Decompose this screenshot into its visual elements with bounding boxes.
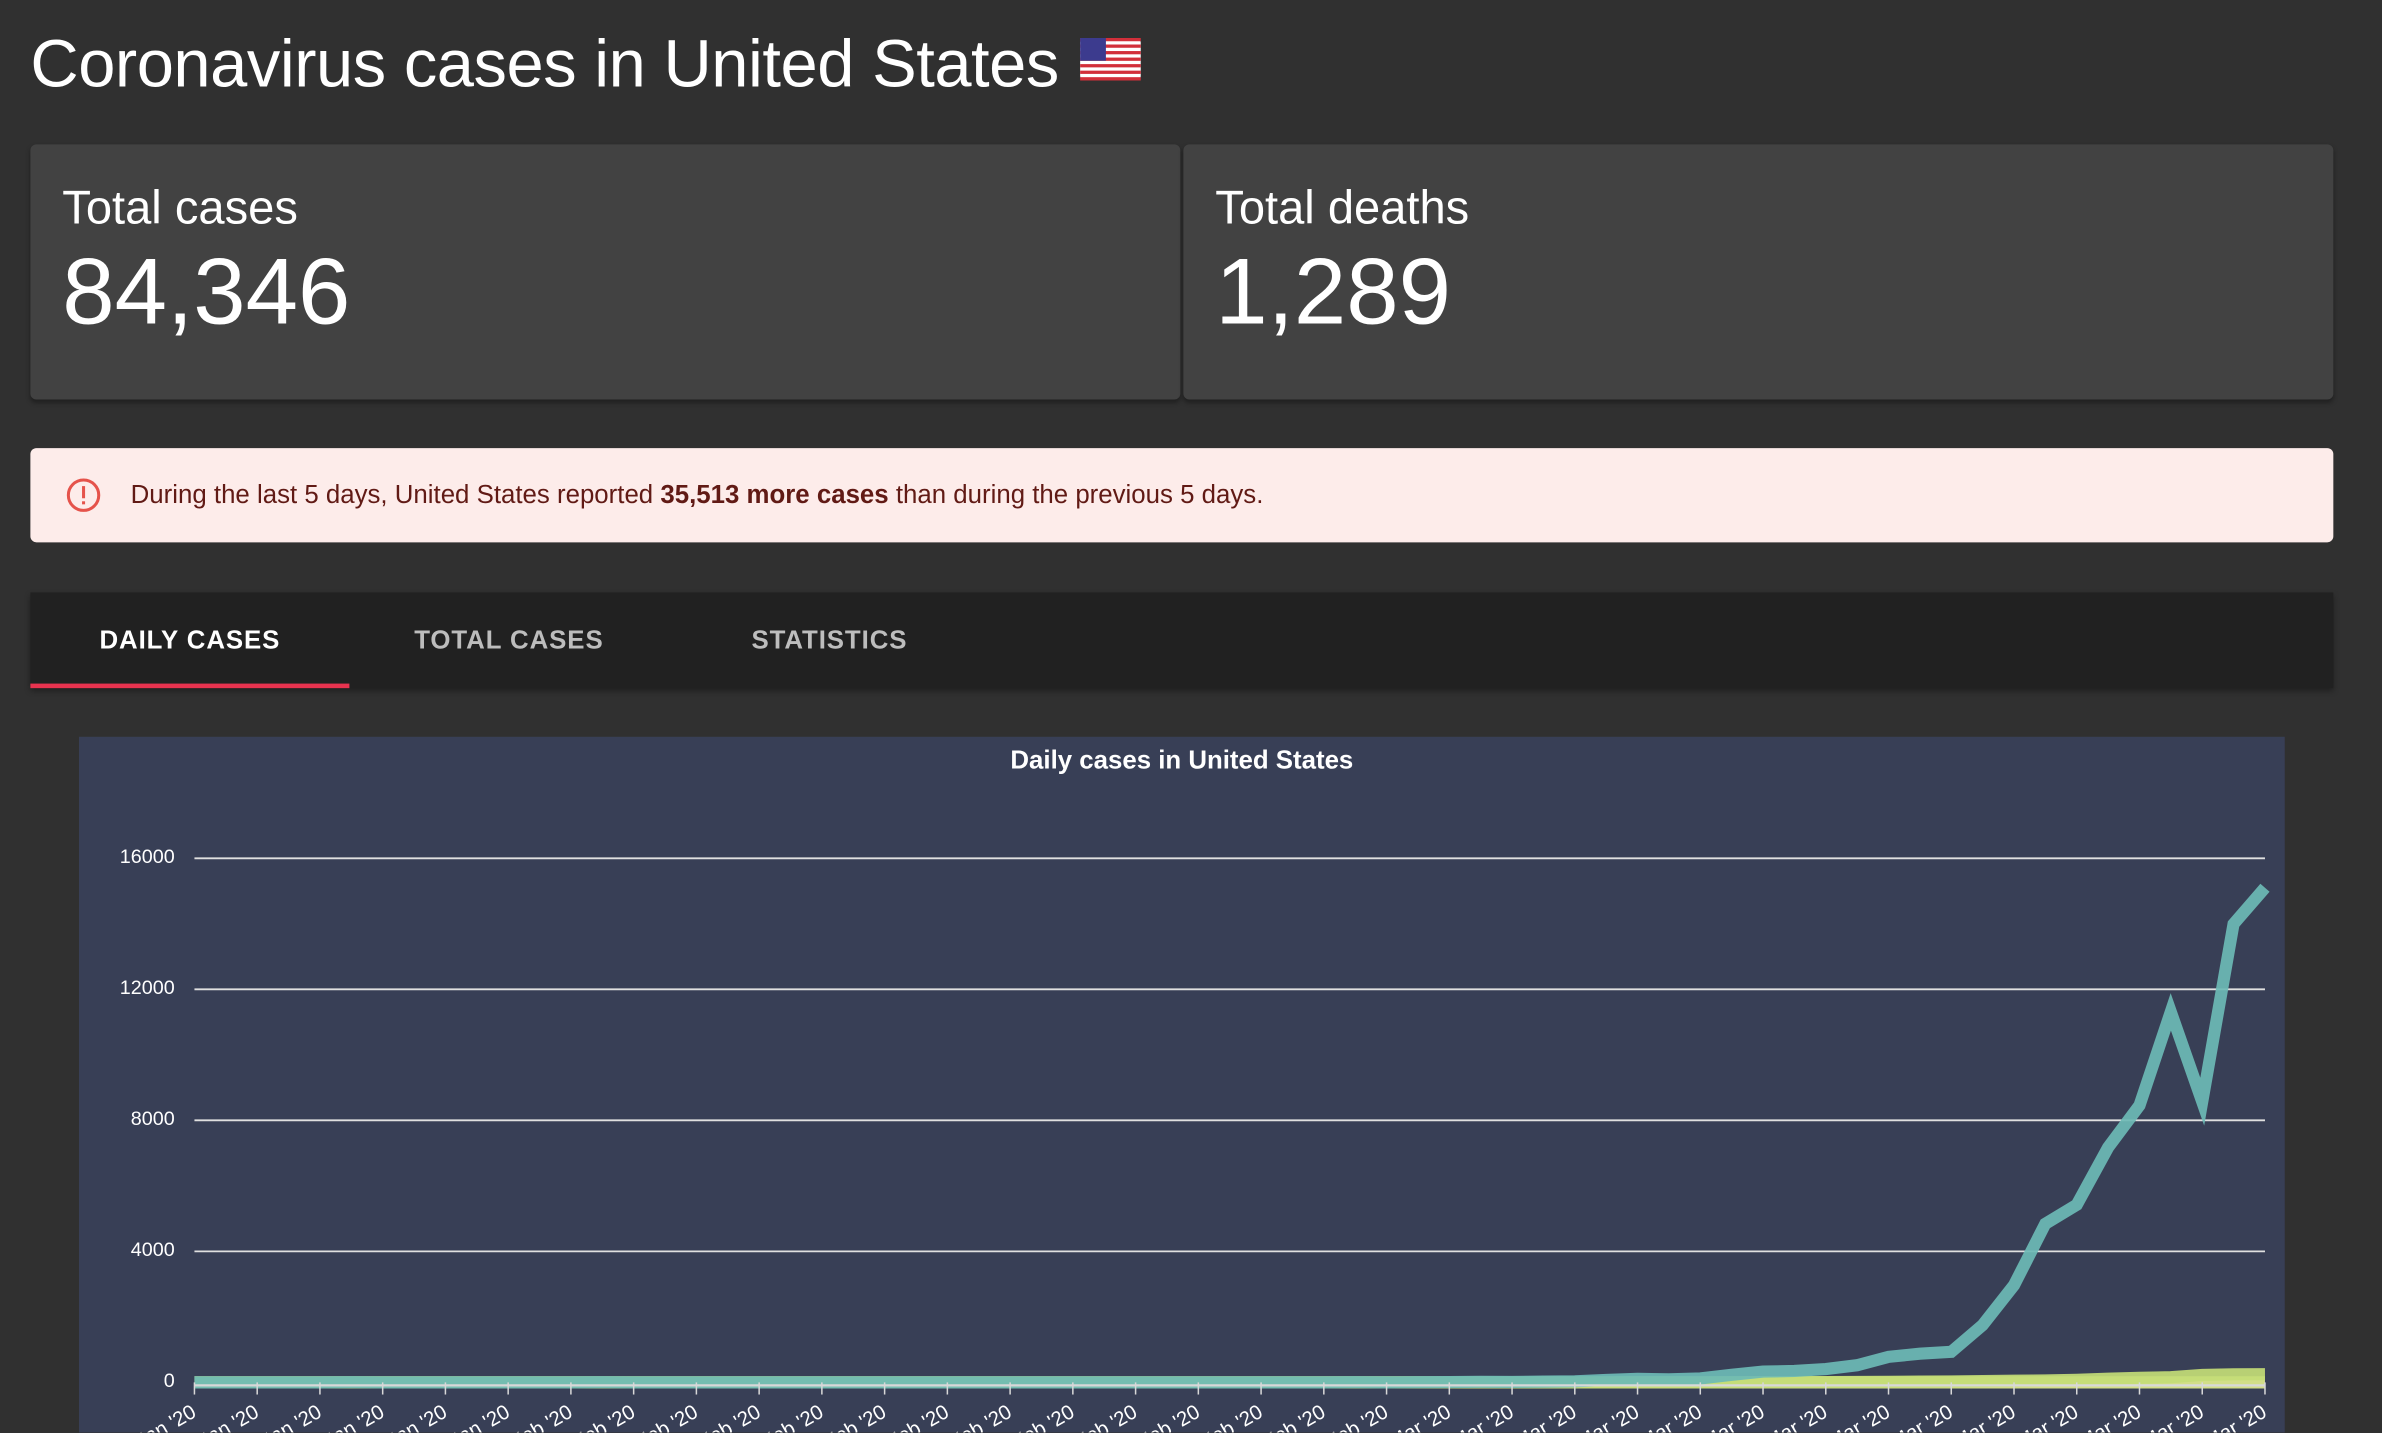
us-flag-icon	[1080, 37, 1141, 81]
x-tick-label: Feb '20	[569, 1400, 639, 1432]
x-tick-label: Mar '20	[1887, 1400, 1957, 1432]
x-tick-label: Mar '20	[1636, 1400, 1706, 1432]
x-tick-label: Feb '20	[1134, 1400, 1204, 1432]
x-tick-label: Jan '20	[257, 1400, 325, 1432]
alert-text-pre: During the last 5 days, United States re…	[130, 480, 661, 509]
alert-text-post: than during the previous 5 days.	[888, 480, 1264, 509]
x-tick-label: Feb '20	[757, 1400, 827, 1432]
total-deaths-value: 1,289	[1215, 240, 1451, 345]
x-tick-label: Jan '20	[320, 1400, 388, 1432]
daily-cases-chart: Daily cases in United States 0 4000 8000 12…	[78, 736, 2285, 1433]
x-tick-label: Jan '20	[446, 1400, 514, 1432]
total-deaths-card: Total deaths 1,289	[1183, 144, 2334, 400]
x-tick-label: Feb '20	[945, 1400, 1015, 1432]
x-tick-label: Feb '20	[1259, 1400, 1329, 1432]
tab-daily-cases[interactable]: DAILY CASES	[99, 625, 281, 655]
x-tick-label: Mar '20	[1447, 1400, 1517, 1432]
alert-banner: During the last 5 days, United States re…	[30, 448, 2334, 543]
x-tick-label: Jan '20	[383, 1400, 451, 1432]
x-tick-label: Mar '20	[2012, 1400, 2082, 1432]
y-tick-label: 0	[164, 1370, 175, 1392]
tab-total-cases[interactable]: TOTAL CASES	[414, 625, 604, 655]
x-tick-label: Feb '20	[1196, 1400, 1266, 1432]
chart-tabs: DAILY CASES TOTAL CASES STATISTICS	[30, 592, 2334, 689]
x-tick-label: Mar '20	[1510, 1400, 1580, 1432]
x-tick-label: Mar '20	[2075, 1400, 2145, 1432]
y-tick-label: 16000	[120, 846, 175, 868]
x-tick-label: Mar '20	[1573, 1400, 1643, 1432]
total-cases-label: Total cases	[62, 180, 298, 234]
total-cases-card: Total cases 84,346	[30, 144, 1181, 400]
alert-message: During the last 5 days, United States re…	[131, 480, 1264, 510]
alert-text-highlight: 35,513 more cases	[660, 480, 889, 509]
tab-statistics[interactable]: STATISTICS	[751, 625, 908, 655]
x-tick-label: Feb '20	[1008, 1400, 1078, 1432]
series-line	[194, 883, 2270, 1389]
x-tick-label: Mar '20	[1949, 1400, 2019, 1432]
y-tick-label: 8000	[131, 1108, 175, 1130]
total-cases-value: 84,346	[62, 240, 351, 345]
x-tick-label: Mar '20	[1761, 1400, 1831, 1432]
y-tick-label: 12000	[120, 977, 175, 999]
x-tick-label: Feb '20	[1071, 1400, 1141, 1432]
x-tick-label: Feb '20	[1322, 1400, 1392, 1432]
total-deaths-label: Total deaths	[1215, 180, 1470, 234]
x-tick-label: Jan '20	[195, 1400, 263, 1432]
y-tick-label: 4000	[131, 1239, 175, 1261]
x-tick-label: Mar '20	[1824, 1400, 1894, 1432]
x-tick-label: Feb '20	[695, 1400, 765, 1432]
chart-svg: Daily cases in United States 0 4000 8000 12…	[120, 747, 2271, 1433]
page-title: Coronavirus cases in United States	[30, 27, 1141, 103]
x-tick-label: Mar '20	[1385, 1400, 1455, 1432]
x-tick-label: Feb '20	[506, 1400, 576, 1432]
error-outline-icon	[66, 478, 101, 512]
x-tick-label: Jan '20	[132, 1400, 200, 1432]
chart-title: Daily cases in United States	[1010, 747, 1353, 775]
x-tick-label: Feb '20	[632, 1400, 702, 1432]
x-tick-label: Mar '20	[1698, 1400, 1768, 1432]
x-tick-label: Feb '20	[820, 1400, 890, 1432]
x-tick-label: Feb '20	[883, 1400, 953, 1432]
x-tick-label: Mar '20	[2200, 1400, 2270, 1432]
page-title-text: Coronavirus cases in United States	[30, 27, 1059, 102]
x-tick-label: Mar '20	[2138, 1400, 2208, 1432]
active-tab-indicator	[30, 683, 350, 689]
